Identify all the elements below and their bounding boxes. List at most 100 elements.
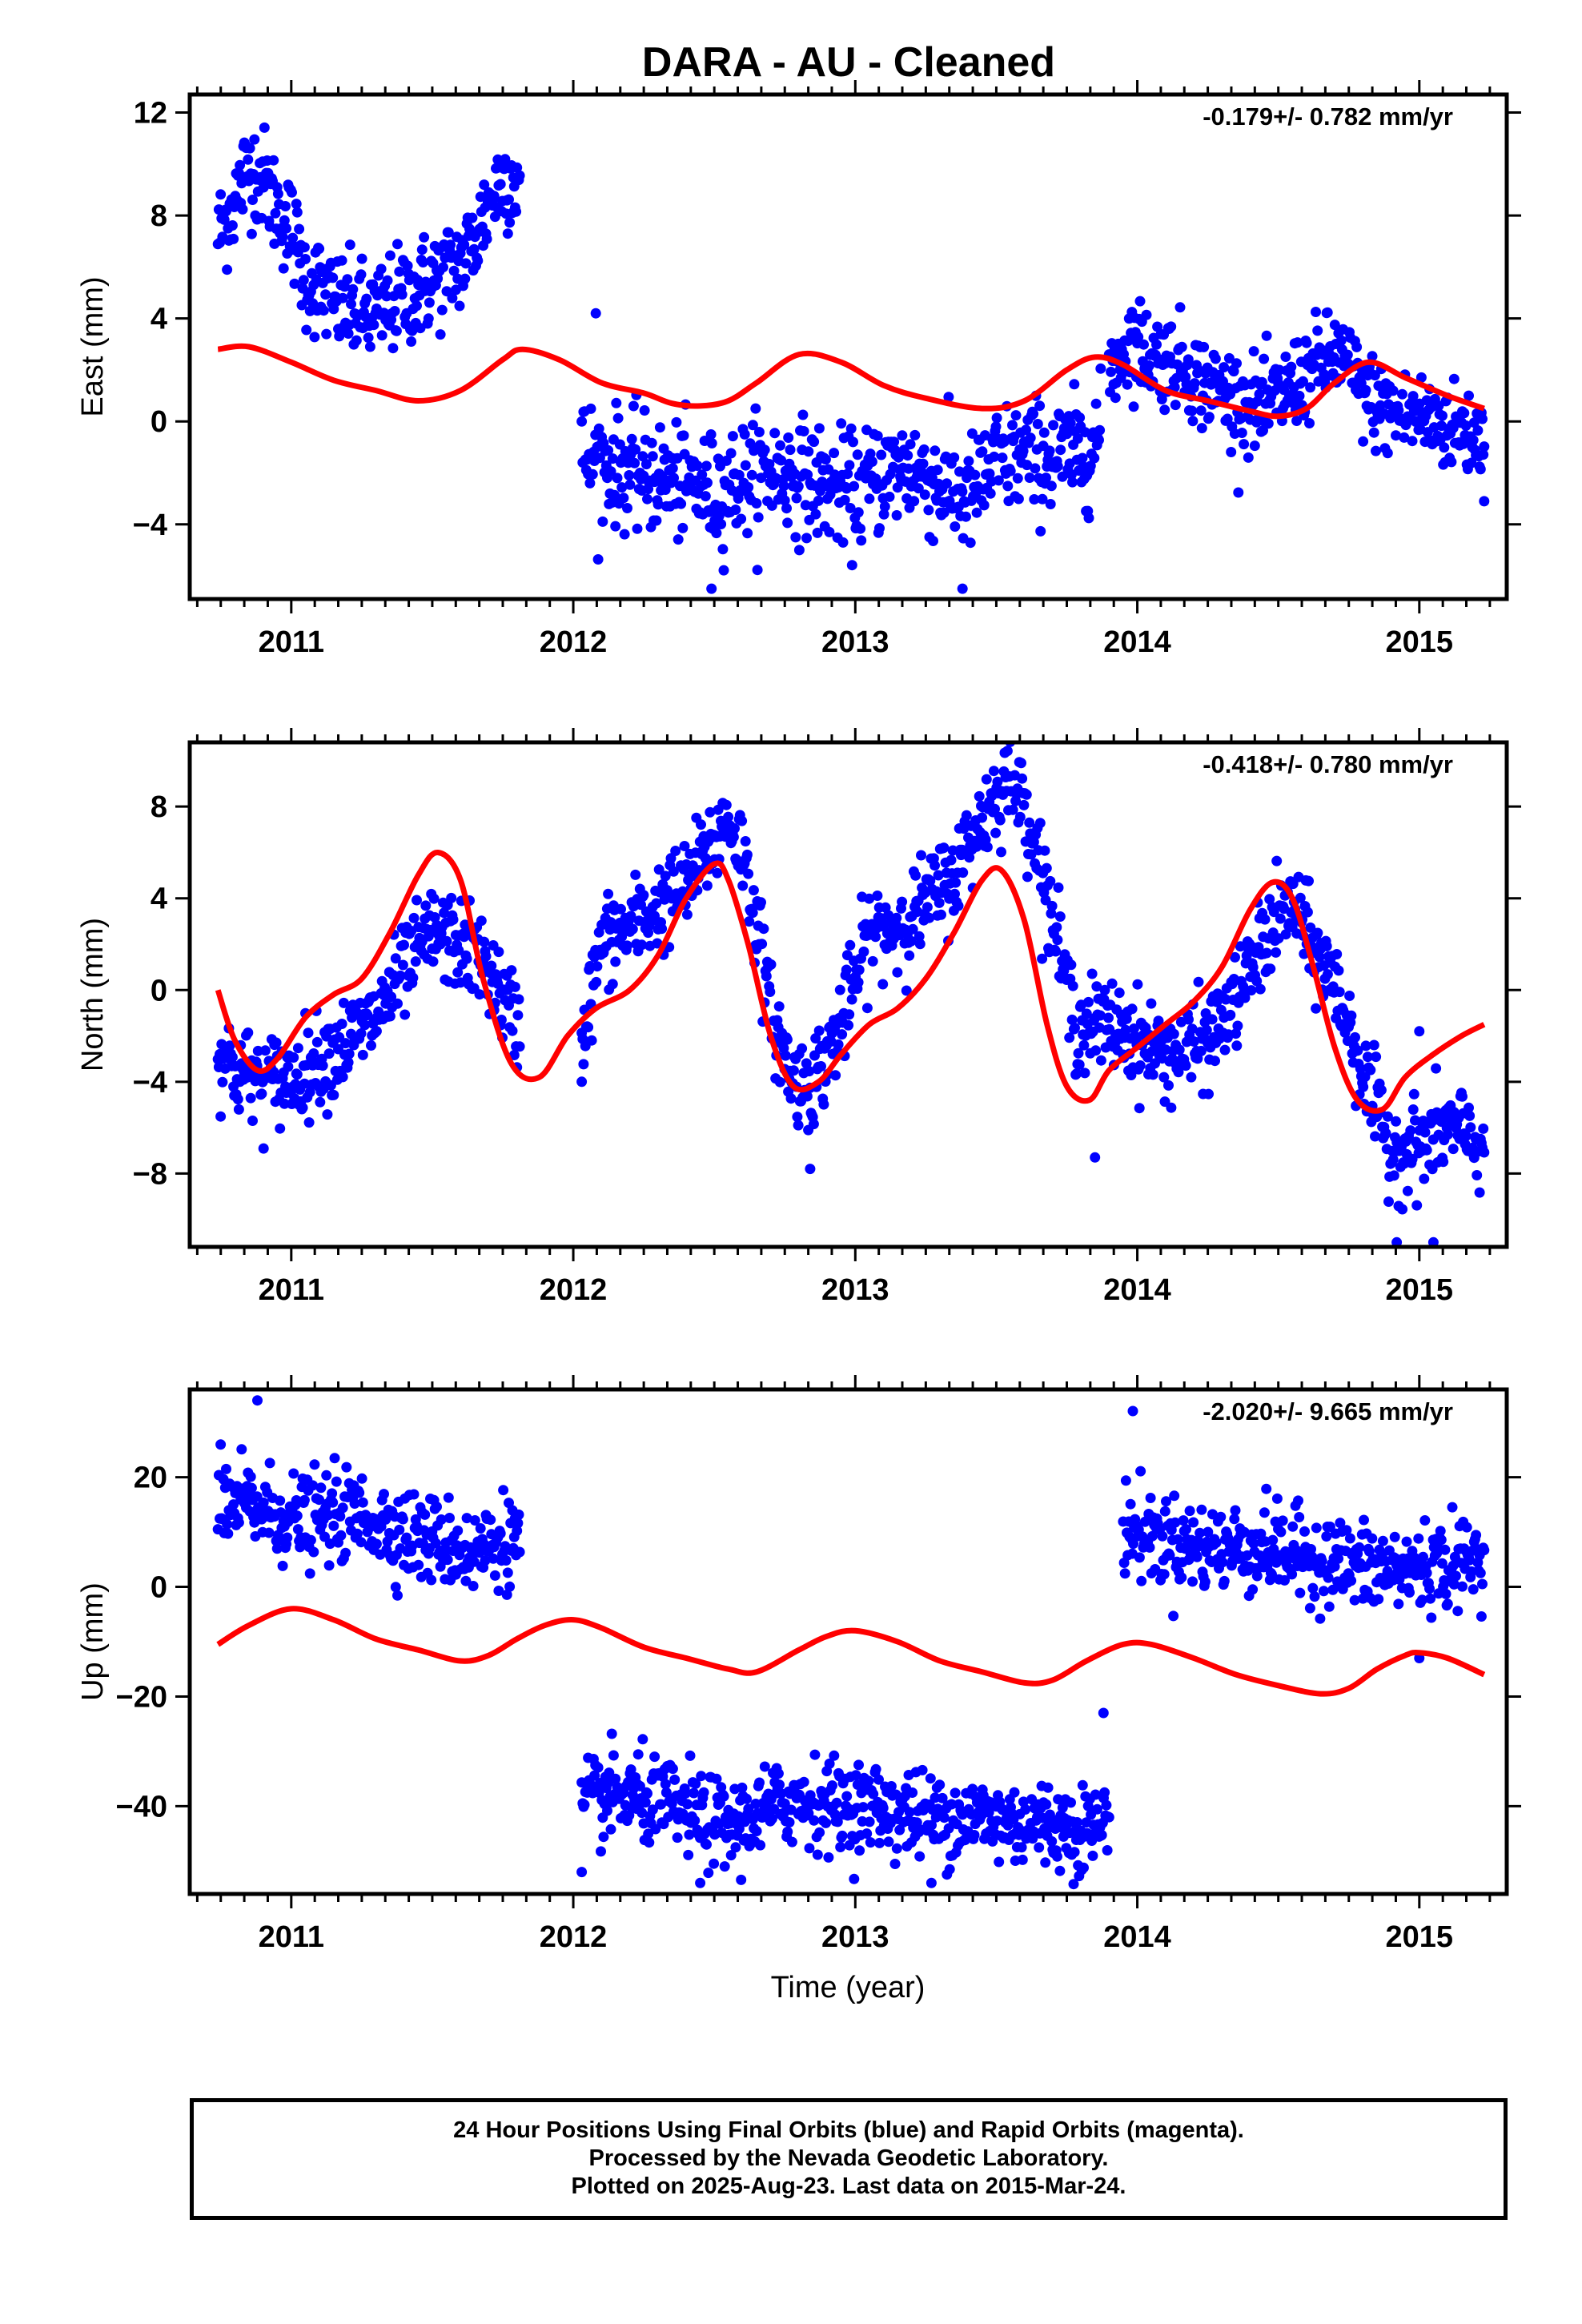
data-point [934, 1779, 946, 1791]
data-point [757, 939, 768, 950]
data-point [612, 412, 624, 424]
data-point [495, 1528, 506, 1539]
data-point [727, 431, 738, 442]
data-point [983, 1807, 994, 1818]
data-point [1370, 1131, 1380, 1142]
data-point [685, 1750, 696, 1761]
data-point [909, 429, 921, 440]
data-point [1068, 1879, 1079, 1890]
data-point [783, 432, 794, 443]
data-point [1407, 391, 1419, 402]
plot-area-up [212, 1395, 1490, 1890]
data-point [992, 776, 1003, 787]
data-point [737, 880, 749, 891]
data-point [280, 201, 291, 211]
data-point [1293, 1495, 1303, 1506]
data-point [865, 448, 876, 460]
data-point [1298, 376, 1308, 387]
data-point [831, 1797, 842, 1808]
data-point [837, 1029, 848, 1040]
data-point [1017, 1854, 1028, 1865]
data-point [793, 480, 804, 492]
data-point [392, 1590, 403, 1601]
data-point [1248, 346, 1259, 357]
data-point [379, 1489, 389, 1500]
data-point [1029, 494, 1040, 505]
y-tick-label: −4 [133, 1066, 167, 1100]
data-point [870, 931, 881, 943]
data-point [909, 496, 920, 507]
data-point [323, 1560, 335, 1571]
data-point [719, 1861, 730, 1872]
data-point [452, 967, 464, 978]
data-point [386, 991, 397, 1003]
data-point [297, 1102, 308, 1113]
data-point [1057, 471, 1068, 482]
data-point [616, 903, 626, 915]
data-point [1230, 1505, 1241, 1516]
data-point [1344, 1533, 1355, 1544]
data-point [616, 482, 628, 493]
data-point [625, 1764, 636, 1775]
data-point [874, 523, 885, 534]
data-point [410, 956, 421, 967]
data-point [673, 534, 684, 545]
data-point [647, 1804, 658, 1815]
x-tick-label: 2012 [540, 1273, 608, 1307]
data-point [498, 1485, 509, 1496]
data-point [1186, 1023, 1198, 1035]
y-tick-label: −20 [116, 1680, 167, 1714]
data-point [809, 436, 820, 448]
data-point [1182, 354, 1194, 365]
data-point [479, 179, 490, 191]
data-point [509, 981, 520, 992]
data-point [304, 1568, 315, 1579]
data-point [810, 509, 821, 520]
data-point [1143, 360, 1154, 371]
data-point [646, 437, 657, 448]
data-point [858, 946, 869, 957]
data-point [849, 1873, 860, 1884]
data-point [709, 1858, 720, 1869]
data-point [989, 451, 1000, 462]
data-point [246, 228, 257, 239]
data-point [1472, 425, 1484, 436]
data-point [1368, 427, 1379, 438]
data-point [247, 195, 258, 205]
data-point [737, 815, 748, 826]
y-tick-label: 12 [134, 97, 167, 131]
data-point [308, 1546, 319, 1558]
data-point [936, 909, 946, 920]
data-point [275, 1507, 287, 1518]
data-point [1040, 1857, 1051, 1868]
data-point [445, 239, 456, 251]
data-point [1174, 302, 1186, 313]
data-point [602, 1805, 612, 1816]
data-point [994, 1856, 1005, 1868]
data-point [879, 501, 890, 512]
legend-marker [1127, 1405, 1138, 1417]
rate-label-north: -0.418+/- 0.780 mm/yr [1203, 750, 1453, 778]
data-point [774, 1779, 785, 1791]
data-point [889, 436, 900, 448]
data-point-outlier [590, 308, 601, 319]
data-point-outlier [805, 1164, 816, 1175]
data-point [340, 1038, 351, 1049]
data-point [1311, 1003, 1322, 1014]
data-point [1039, 845, 1050, 856]
data-point [351, 1528, 363, 1539]
footer-line-3: Plotted on 2025-Aug-23. Last data on 201… [571, 2173, 1126, 2199]
data-point [1475, 1567, 1486, 1578]
data-point [1228, 366, 1239, 377]
data-point [1010, 410, 1022, 421]
data-point [1256, 376, 1267, 388]
data-point [1065, 417, 1076, 428]
data-point [468, 243, 480, 255]
data-point [717, 544, 729, 555]
data-point [215, 1111, 227, 1122]
data-point [1419, 1127, 1431, 1138]
data-point [813, 423, 825, 434]
data-point [716, 519, 727, 529]
data-point [1321, 1531, 1332, 1542]
data-point [1322, 969, 1333, 980]
